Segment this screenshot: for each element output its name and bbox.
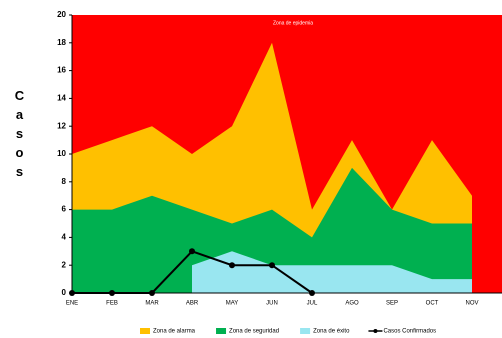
area [72,167,472,293]
x-tick-label: ENE [66,301,78,307]
y-axis-title: Casos [12,88,27,183]
legend-label: Zona de éxito [313,329,350,335]
point [229,262,235,269]
y-tick-label: 18 [57,38,66,47]
y-tick-label: 12 [57,121,66,130]
legend-swatch [216,328,227,334]
y-tick-label: 14 [57,94,66,103]
x-tick-label: JUL [307,301,318,307]
x-tick-label: AGO [345,301,359,307]
x-tick-label: OCT [426,301,439,307]
y-tick-label: 16 [57,66,66,75]
legend-label: Zona de seguridad [229,329,279,335]
legend-label: Zona de alarma [153,329,196,335]
x-tick-label: FEB [106,301,118,307]
annotation: Zona de epidemia [273,20,313,26]
area [192,251,472,293]
y-tick-label: 0 [62,288,67,297]
y-tick-label: 10 [57,149,66,158]
y-tick-label: 8 [62,177,67,186]
x-tick-label: SEP [386,301,398,307]
x-tick-label: ABR [186,301,199,307]
y-tick-label: 2 [62,260,67,269]
legend-label: Casos Confirmados [383,329,436,335]
x-tick-label: NOV [465,301,478,307]
x-tick-label: MAR [145,301,159,307]
legend-marker [373,329,378,333]
point [269,262,275,269]
point [189,248,195,255]
y-tick-label: 4 [62,233,67,242]
y-tick-label: 20 [57,10,66,19]
legend-swatch [140,328,150,334]
x-tick-label: MAY [226,301,239,307]
y-tick-label: 6 [62,205,67,214]
x-tick-label: JUN [266,301,278,307]
legend-swatch [300,328,311,334]
